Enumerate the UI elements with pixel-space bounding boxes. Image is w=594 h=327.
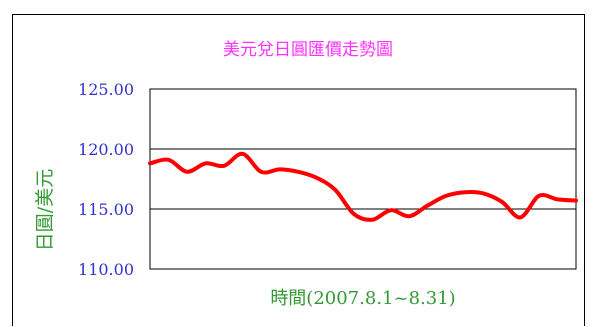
y-tick-label: 115.00: [78, 200, 134, 219]
plot-area: [149, 88, 577, 270]
y-tick-label: 110.00: [78, 260, 134, 279]
chart-title: 美元兌日圓匯價走勢圖: [223, 40, 393, 60]
gridlines: [150, 148, 576, 210]
series-line: [148, 151, 578, 222]
y-tick-label: 125.00: [78, 80, 134, 99]
y-axis-label: 日圓/美元: [34, 169, 56, 251]
x-axis-label: 時間(2007.8.1~8.31): [270, 288, 455, 309]
chart-svg: 美元兌日圓匯價走勢圖 125.00 120.00 115.00 110.00 日圓/美…: [34, 40, 578, 309]
y-tick-labels: 125.00 120.00 115.00 110.00: [78, 80, 134, 279]
y-tick-label: 120.00: [78, 140, 134, 159]
chart-frame: 美元兌日圓匯價走勢圖 125.00 120.00 115.00 110.00 日圓/美…: [12, 14, 585, 326]
